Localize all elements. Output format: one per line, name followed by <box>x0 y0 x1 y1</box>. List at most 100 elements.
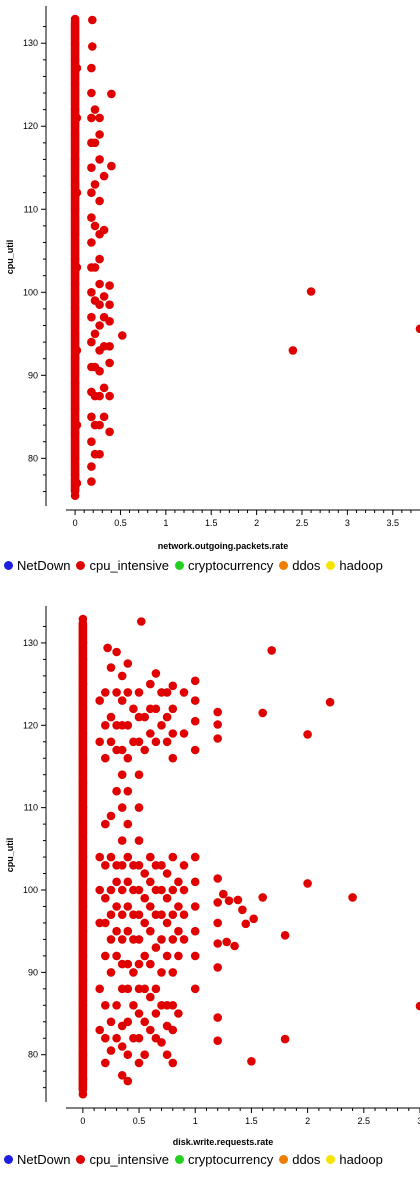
data-point <box>101 893 110 903</box>
data-point <box>87 477 96 486</box>
data-point <box>87 163 96 172</box>
data-point <box>249 914 258 924</box>
data-point <box>306 287 316 296</box>
data-point <box>90 263 100 272</box>
data-point <box>146 926 155 936</box>
series-cpu_intensive <box>70 14 420 501</box>
data-point <box>123 659 133 668</box>
data-point <box>88 42 97 51</box>
data-point <box>90 105 100 114</box>
x-tick-label: 2.5 <box>296 518 309 528</box>
data-point <box>112 877 121 887</box>
data-point <box>162 737 172 747</box>
data-point <box>190 745 200 755</box>
data-point <box>168 753 178 763</box>
legend-item-cryptocurrency[interactable]: cryptocurrency <box>174 1150 274 1169</box>
data-point <box>87 63 96 73</box>
scatter-panel-disk: 80 90 100 110 120 130 cpu_util 0 0.5 1 1.5 2 2.5 3 dis… <box>0 600 420 1194</box>
data-point-band <box>70 19 80 496</box>
data-point <box>267 646 277 655</box>
data-point <box>280 1034 290 1044</box>
legend-item-hadoop[interactable]: hadoop <box>326 556 383 575</box>
data-point <box>101 819 110 829</box>
data-point <box>105 391 114 401</box>
data-point <box>325 697 335 707</box>
scatter-chart-disk-write: 80 90 100 110 120 130 cpu_util 0 0.5 1 1.5 2 2.5 3 dis… <box>5 606 420 1147</box>
data-point <box>87 312 96 322</box>
data-point <box>101 1001 110 1010</box>
y-tick-label: 110 <box>24 204 38 214</box>
data-point <box>129 1001 138 1010</box>
data-point <box>87 238 96 247</box>
data-point <box>303 879 312 888</box>
data-point <box>87 288 96 297</box>
data-point <box>146 729 155 738</box>
data-point <box>151 704 161 714</box>
data-point <box>213 720 222 729</box>
data-point <box>95 366 104 376</box>
data-point <box>190 716 200 726</box>
x-tick-label: 0.5 <box>114 518 127 528</box>
data-point <box>129 704 138 714</box>
data-point <box>123 786 133 796</box>
legend-item-netdown[interactable]: NetDown <box>4 1150 70 1169</box>
data-point <box>112 926 121 936</box>
data-point <box>99 292 109 301</box>
legend-item-ddos[interactable]: ddos <box>279 556 320 575</box>
data-point <box>123 1076 133 1086</box>
data-point <box>134 737 144 747</box>
data-point <box>168 1001 178 1010</box>
data-point <box>106 852 116 862</box>
data-point <box>179 935 189 944</box>
data-point <box>87 88 96 98</box>
data-point <box>134 770 144 779</box>
data-point <box>190 902 200 911</box>
data-point <box>168 681 178 691</box>
data-point <box>258 708 268 718</box>
legend-swatch-icon <box>326 1155 336 1164</box>
data-point <box>105 427 114 437</box>
legend-item-cpu-intensive[interactable]: cpu_intensive <box>76 556 169 575</box>
legend-swatch-icon <box>4 561 13 570</box>
x-tick-label: 1 <box>163 518 168 528</box>
data-point <box>90 138 100 148</box>
data-point <box>157 910 166 919</box>
data-point <box>87 113 96 123</box>
data-point <box>140 745 149 755</box>
data-point <box>190 951 200 961</box>
data-point <box>134 959 144 969</box>
data-point <box>101 1033 110 1043</box>
data-point <box>123 1017 133 1027</box>
data-point <box>140 869 149 878</box>
y-tick-label: 120 <box>23 121 38 131</box>
data-point <box>162 869 172 878</box>
legend-item-cpu-intensive[interactable]: cpu_intensive <box>76 1150 169 1169</box>
legend-item-hadoop[interactable]: hadoop <box>326 1150 383 1169</box>
data-point <box>101 951 110 961</box>
legend-swatch-icon <box>174 1155 184 1164</box>
data-point <box>95 300 104 310</box>
y-axis-title: cpu_util <box>5 240 15 275</box>
data-point <box>123 819 133 829</box>
data-point <box>157 935 166 944</box>
data-point <box>106 910 116 919</box>
data-point <box>222 937 231 947</box>
legend-swatch-icon <box>326 561 336 570</box>
legend-label: cryptocurrency <box>187 1152 274 1167</box>
legend-item-netdown[interactable]: NetDown <box>4 556 70 575</box>
x-tick-label: 0.5 <box>133 1116 146 1126</box>
data-point <box>112 1001 121 1010</box>
legend-label: ddos <box>292 1152 321 1167</box>
data-point <box>106 968 116 977</box>
data-point <box>168 885 178 895</box>
x-tick-label: 2.5 <box>358 1116 371 1126</box>
data-point <box>117 935 127 944</box>
data-point <box>174 926 183 936</box>
legend-item-cryptocurrency[interactable]: cryptocurrency <box>174 556 273 575</box>
data-point <box>219 889 228 899</box>
data-point <box>123 926 133 936</box>
legend-item-ddos[interactable]: ddos <box>279 1150 320 1169</box>
data-point <box>106 1046 116 1055</box>
data-point <box>134 910 144 919</box>
y-axis-title: cpu_util <box>5 838 15 873</box>
